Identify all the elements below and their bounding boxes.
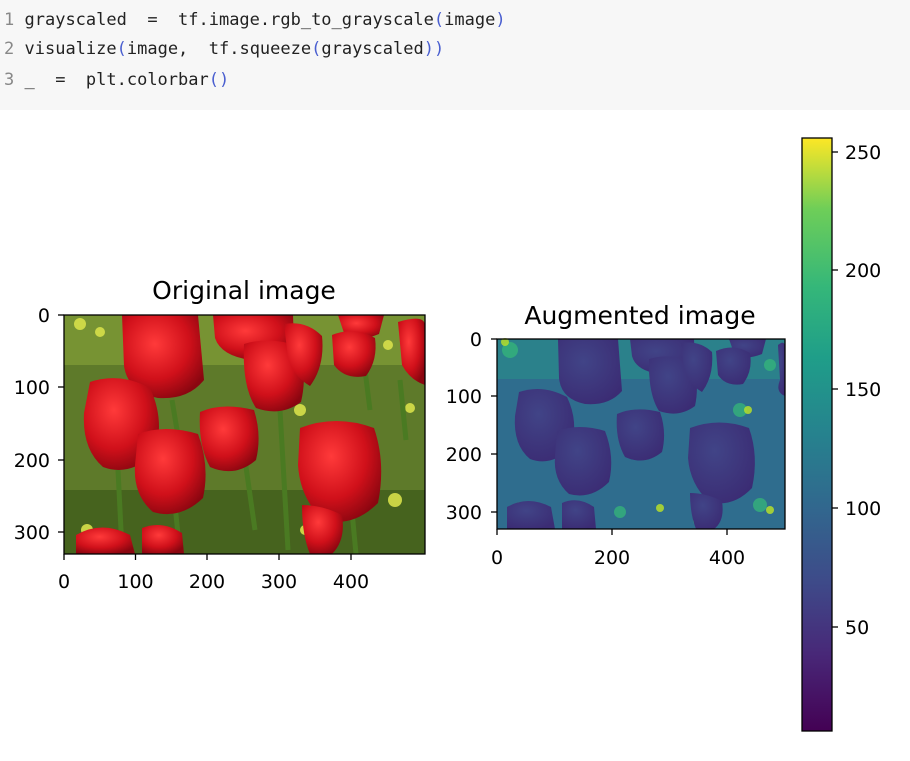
colorbar-tick-label: 250 <box>845 142 881 164</box>
code-bracket: () <box>208 70 230 90</box>
code-bracket: ( <box>433 10 445 30</box>
augmented-ytick-label: 100 <box>446 386 482 408</box>
original-xtick-label: 0 <box>58 571 70 593</box>
code-bracket: ) <box>495 10 506 30</box>
code-token: image, tf.squeeze <box>126 39 312 59</box>
line-number: 2 <box>4 39 15 59</box>
original-image-photo <box>64 315 425 555</box>
augmented-image-grayscale <box>497 338 785 529</box>
code-bracket: )) <box>423 39 445 59</box>
original-xtick-label: 300 <box>261 571 297 593</box>
code-token: image <box>444 10 496 30</box>
code-bracket: ( <box>116 39 127 59</box>
code-line-2[interactable]: 2 visualize(image, tf.squeeze(grayscaled… <box>4 35 444 63</box>
original-ytick-label: 200 <box>14 450 50 472</box>
original-image-title: Original image <box>152 276 336 305</box>
code-cell[interactable]: 1 grayscaled = tf.image.rgb_to_grayscale… <box>0 0 910 110</box>
code-line-1[interactable]: 1 grayscaled = tf.image.rgb_to_grayscale… <box>4 6 506 34</box>
colorbar-tick-label: 100 <box>845 498 881 520</box>
colorbar-tick-label: 50 <box>845 617 869 639</box>
colorbar-tick-label: 150 <box>845 379 881 401</box>
augmented-ytick-label: 300 <box>446 502 482 524</box>
matplotlib-figure: Original image <box>14 137 881 732</box>
augmented-xtick-label: 200 <box>594 547 630 569</box>
augmented-image-axes: Augmented image <box>446 301 786 569</box>
original-ytick-label: 0 <box>38 305 50 327</box>
augmented-ytick-label: 200 <box>446 444 482 466</box>
code-bracket: ( <box>311 39 322 59</box>
original-image-axes: Original image <box>14 276 426 593</box>
code-token: visualize <box>24 39 117 59</box>
augmented-ytick-label: 0 <box>470 329 482 351</box>
augmented-image-title: Augmented image <box>524 301 755 330</box>
original-xtick-label: 200 <box>189 571 225 593</box>
line-number: 1 <box>4 10 15 30</box>
line-number: 3 <box>4 70 15 90</box>
code-token: grayscaled <box>321 39 424 59</box>
augmented-xtick-label: 400 <box>709 547 745 569</box>
original-ytick-label: 100 <box>14 377 50 399</box>
colorbar: 250 200 150 100 50 <box>801 137 881 732</box>
augmented-xtick-label: 0 <box>491 547 503 569</box>
cell-output: Original image <box>0 110 910 757</box>
code-token: _ = plt.colorbar <box>24 70 209 90</box>
original-xtick-label: 400 <box>333 571 369 593</box>
code-line-3[interactable]: 3 _ = plt.colorbar() <box>4 66 229 94</box>
original-xtick-label: 100 <box>117 571 153 593</box>
colorbar-tick-label: 200 <box>845 260 881 282</box>
code-token: grayscaled = tf.image.rgb_to_grayscale <box>24 10 434 30</box>
original-ytick-label: 300 <box>14 522 50 544</box>
